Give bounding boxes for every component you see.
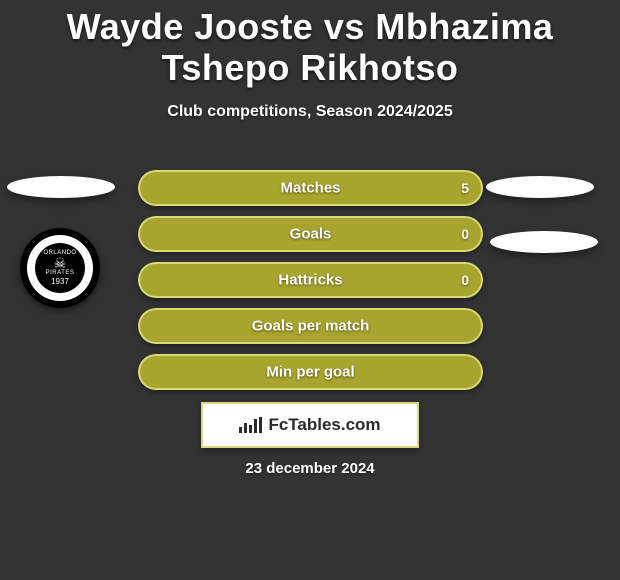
crest-bottom-text: PIRATES xyxy=(46,270,75,276)
crest-year: 1937 xyxy=(51,278,69,286)
brand-text: FcTables.com xyxy=(268,415,380,435)
crest-outer-ring: ORLANDO ☠ PIRATES 1937 xyxy=(20,228,100,308)
bar-chart-icon xyxy=(239,417,262,433)
stat-bar: Goals 0 xyxy=(138,216,483,252)
stat-bar-value: 0 xyxy=(461,226,469,242)
stat-bar-value: 0 xyxy=(461,272,469,288)
stat-bar-value: 5 xyxy=(461,180,469,196)
crest-inner-ring: ORLANDO ☠ PIRATES 1937 xyxy=(27,235,93,301)
stat-bar-label: Hattricks xyxy=(278,272,342,289)
stat-bar: Hattricks 0 xyxy=(138,262,483,298)
stat-bar-label: Min per goal xyxy=(266,364,354,381)
stat-bar-label: Goals xyxy=(290,226,332,243)
stat-bar-label: Goals per match xyxy=(252,318,370,335)
brand-box: FcTables.com xyxy=(201,402,419,448)
subtitle: Club competitions, Season 2024/2025 xyxy=(0,103,620,121)
stat-bar: Matches 5 xyxy=(138,170,483,206)
page-title: Wayde Jooste vs Mbhazima Tshepo Rikhotso xyxy=(0,0,620,89)
stat-bar: Min per goal xyxy=(138,354,483,390)
player-left-placeholder xyxy=(7,176,115,198)
crest-core: ORLANDO ☠ PIRATES 1937 xyxy=(35,243,85,293)
stats-bars: Matches 5 Goals 0 Hattricks 0 Goals per match M… xyxy=(138,170,483,400)
footer-date: 23 december 2024 xyxy=(245,460,374,477)
player-right-placeholder-1 xyxy=(486,176,594,198)
player-right-placeholder-2 xyxy=(490,231,598,253)
stat-bar: Goals per match xyxy=(138,308,483,344)
club-crest: ORLANDO ☠ PIRATES 1937 xyxy=(20,228,100,308)
skull-icon: ☠ xyxy=(54,256,67,270)
stat-bar-label: Matches xyxy=(280,180,340,197)
